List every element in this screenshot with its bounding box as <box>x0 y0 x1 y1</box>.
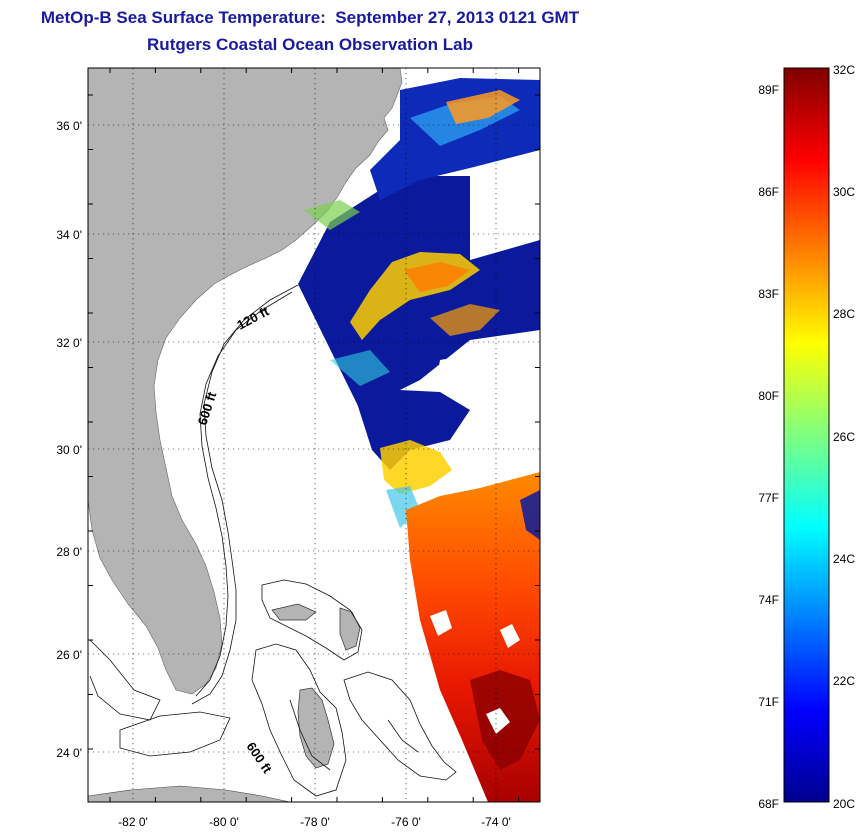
map-subtitle: Rutgers Coastal Ocean Observation Lab <box>147 35 473 54</box>
lat-label: 26 0' <box>56 648 82 662</box>
lat-label: 32 0' <box>56 336 82 350</box>
lat-label: 36 0' <box>56 119 82 133</box>
contour-label-600ft-south: 600 ft <box>244 739 276 776</box>
lon-label: -78 0' <box>300 815 330 829</box>
grid-lines <box>88 68 540 802</box>
sst-swath-north <box>298 78 540 430</box>
latitude-labels: 36 0' 34 0' 32 0' 30 0' 28 0' 26 0' 24 0… <box>56 119 82 760</box>
lat-label: 30 0' <box>56 443 82 457</box>
contour-label-600ft-north: 600 ft <box>195 389 220 427</box>
longitude-labels: -82 0' -80 0' -78 0' -76 0' -74 0' <box>118 815 511 829</box>
lon-label: -76 0' <box>391 815 421 829</box>
lon-label: -80 0' <box>209 815 239 829</box>
bahamas-grand <box>271 603 317 621</box>
sst-swath-south <box>406 472 540 802</box>
lat-label: 34 0' <box>56 228 82 242</box>
map-frame <box>87 67 541 803</box>
cuba-coast <box>88 785 291 802</box>
lon-label: -74 0' <box>481 815 511 829</box>
lon-label: -82 0' <box>118 815 148 829</box>
contour-label-120ft: 120 ft <box>234 303 272 333</box>
frame-ticks <box>88 68 540 802</box>
lat-label: 24 0' <box>56 746 82 760</box>
us-mainland <box>88 68 403 695</box>
bathymetry-contours <box>89 284 457 797</box>
lat-label: 28 0' <box>56 545 82 559</box>
map-title: MetOp-B Sea Surface Temperature: Septemb… <box>40 8 580 27</box>
